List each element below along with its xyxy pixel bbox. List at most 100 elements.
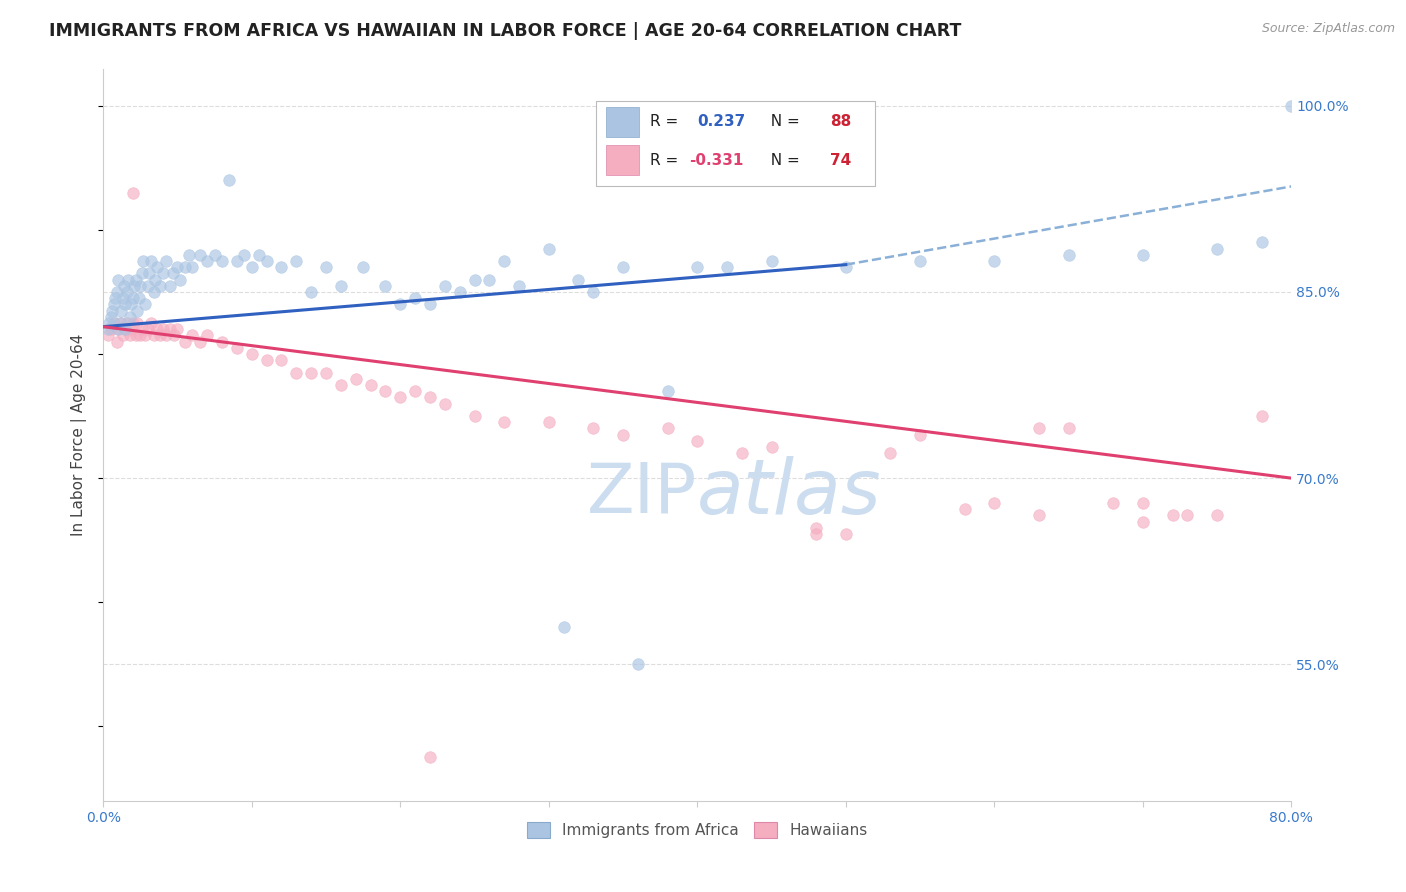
- Point: [240, 260, 263, 274]
- Point: [285, 254, 308, 268]
- Point: [149, 278, 172, 293]
- Point: [1250, 409, 1272, 423]
- Point: [761, 440, 783, 454]
- Point: [1177, 508, 1199, 523]
- Point: [463, 409, 485, 423]
- Text: N =: N =: [762, 153, 806, 168]
- Point: [537, 415, 560, 429]
- Point: [1057, 421, 1080, 435]
- Text: ZIP: ZIP: [588, 459, 697, 527]
- Point: [1028, 508, 1050, 523]
- Text: atlas: atlas: [697, 457, 882, 530]
- Point: [111, 291, 134, 305]
- Point: [115, 285, 138, 299]
- Point: [166, 260, 188, 274]
- Y-axis label: In Labor Force | Age 20-64: In Labor Force | Age 20-64: [72, 334, 87, 536]
- Point: [270, 353, 292, 368]
- Point: [124, 278, 146, 293]
- Point: [122, 291, 145, 305]
- Point: [107, 322, 129, 336]
- Point: [1206, 242, 1229, 256]
- Point: [174, 260, 197, 274]
- Point: [145, 322, 167, 336]
- Point: [433, 397, 456, 411]
- Point: [101, 303, 124, 318]
- Point: [112, 278, 135, 293]
- Point: [285, 366, 308, 380]
- Point: [166, 322, 188, 336]
- Point: [131, 266, 153, 280]
- Point: [731, 446, 754, 460]
- Point: [114, 322, 136, 336]
- FancyBboxPatch shape: [606, 145, 640, 176]
- Point: [139, 316, 162, 330]
- Point: [142, 328, 165, 343]
- Point: [657, 384, 679, 399]
- Point: [103, 297, 125, 311]
- Text: 88: 88: [831, 114, 852, 129]
- Point: [134, 297, 156, 311]
- Point: [111, 328, 134, 343]
- Point: [494, 415, 516, 429]
- Point: [352, 260, 374, 274]
- Point: [114, 322, 136, 336]
- Point: [129, 328, 152, 343]
- Point: [329, 378, 352, 392]
- Point: [204, 248, 226, 262]
- Point: [117, 272, 139, 286]
- Point: [835, 527, 858, 541]
- Point: [612, 260, 634, 274]
- Point: [686, 260, 709, 274]
- Point: [1206, 508, 1229, 523]
- Point: [299, 285, 322, 299]
- Text: IMMIGRANTS FROM AFRICA VS HAWAIIAN IN LABOR FORCE | AGE 20-64 CORRELATION CHART: IMMIGRANTS FROM AFRICA VS HAWAIIAN IN LA…: [49, 22, 962, 40]
- Point: [686, 434, 709, 448]
- Point: [132, 254, 155, 268]
- Point: [100, 322, 122, 336]
- Point: [1250, 235, 1272, 250]
- Point: [329, 278, 352, 293]
- Point: [211, 254, 233, 268]
- Point: [374, 384, 396, 399]
- Point: [478, 272, 501, 286]
- Point: [108, 316, 131, 330]
- Point: [983, 254, 1005, 268]
- Point: [105, 334, 128, 349]
- Point: [404, 384, 426, 399]
- Point: [1132, 496, 1154, 510]
- Point: [122, 186, 145, 200]
- Point: [128, 291, 150, 305]
- Point: [270, 260, 292, 274]
- Point: [247, 248, 270, 262]
- Text: R =: R =: [650, 114, 683, 129]
- Point: [553, 620, 575, 634]
- Point: [181, 260, 204, 274]
- Point: [162, 266, 184, 280]
- Point: [225, 254, 247, 268]
- Point: [114, 297, 136, 311]
- Point: [419, 391, 441, 405]
- Point: [1028, 421, 1050, 435]
- Point: [122, 316, 145, 330]
- Point: [179, 248, 201, 262]
- Point: [879, 446, 901, 460]
- Point: [508, 278, 530, 293]
- Point: [149, 328, 172, 343]
- Point: [159, 278, 181, 293]
- Point: [389, 391, 412, 405]
- Point: [804, 521, 827, 535]
- Point: [110, 316, 132, 330]
- Point: [97, 322, 120, 336]
- Point: [1161, 508, 1184, 523]
- Point: [211, 334, 233, 349]
- Text: Source: ZipAtlas.com: Source: ZipAtlas.com: [1261, 22, 1395, 36]
- Point: [139, 254, 162, 268]
- Point: [118, 310, 141, 324]
- Point: [127, 316, 149, 330]
- Point: [419, 297, 441, 311]
- Point: [120, 322, 142, 336]
- Point: [188, 334, 211, 349]
- Text: N =: N =: [762, 114, 806, 129]
- Text: -0.331: -0.331: [689, 153, 744, 168]
- Point: [256, 353, 278, 368]
